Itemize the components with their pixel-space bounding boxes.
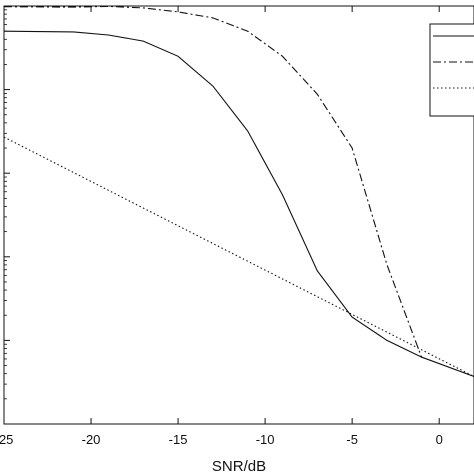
x-tick-label: -5 xyxy=(346,432,358,447)
legend-box xyxy=(429,23,474,117)
plot-frame xyxy=(3,5,474,425)
x-tick-label: 0 xyxy=(436,432,443,447)
x-axis-title: SNR/dB xyxy=(212,458,266,474)
x-tick-label: -15 xyxy=(169,432,188,447)
y-axis-ticks xyxy=(4,5,10,425)
series-line-dashdot xyxy=(3,5,423,358)
x-tick-label: -10 xyxy=(256,432,275,447)
series-line-dotted xyxy=(3,136,474,377)
x-axis-ticks: -25 -20 -15 -10 -5 0 xyxy=(0,6,443,447)
series-line-solid xyxy=(3,30,474,378)
legend xyxy=(429,23,474,117)
series-layer xyxy=(3,5,474,378)
x-tick-label: -20 xyxy=(82,432,101,447)
x-tick-label: -25 xyxy=(0,432,13,447)
